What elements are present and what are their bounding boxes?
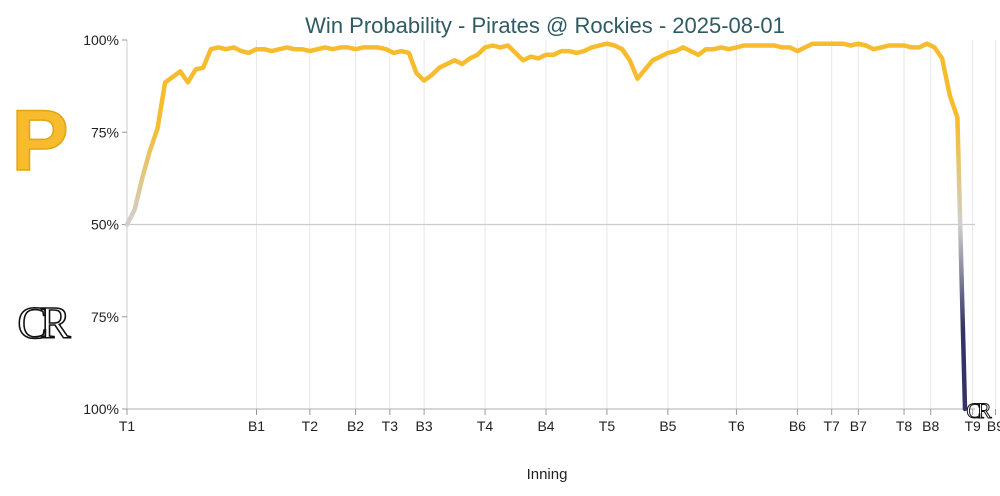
x-tick-label: T7 <box>824 418 841 434</box>
x-tick-label: T1 <box>119 418 136 434</box>
y-tick-label: 75% <box>91 124 119 140</box>
y-tick-label: 100% <box>83 401 119 417</box>
x-tick-label: T5 <box>599 418 616 434</box>
y-tick-label: 50% <box>91 217 119 233</box>
x-tick-label: T9 <box>964 418 981 434</box>
x-tick-label: B4 <box>537 418 554 434</box>
pirates-logo: P <box>11 92 70 190</box>
x-tick-label: B5 <box>659 418 676 434</box>
x-tick-label: B7 <box>850 418 867 434</box>
chart-title: Win Probability - Pirates @ Rockies - 20… <box>305 13 785 38</box>
x-tick-label: B8 <box>922 418 939 434</box>
x-tick-label: B2 <box>347 418 364 434</box>
x-tick-label: B3 <box>416 418 433 434</box>
rockies-logo: CR <box>17 296 80 349</box>
x-tick-label: T3 <box>382 418 399 434</box>
pirates-logo-letter: P <box>11 93 68 189</box>
x-tick-label: T4 <box>477 418 494 434</box>
x-tick-label: T8 <box>896 418 913 434</box>
x-tick-label: B9 <box>987 418 1000 434</box>
x-tick-label: B6 <box>789 418 806 434</box>
rockies-logo-letters: CR <box>17 297 71 348</box>
y-tick-label: 75% <box>91 309 119 325</box>
x-tick-label: B1 <box>248 418 265 434</box>
win-probability-line <box>124 41 968 412</box>
x-axis-ticks: T1 B1 T2 B2 T3 B3 T4 B4 T5 B5 T6 B6 T7 B7 T8 B8 T9 B9 <box>119 409 1000 434</box>
x-axis-label: Inning <box>527 466 568 483</box>
y-tick-label: 100% <box>83 32 119 48</box>
y-axis-ticks: 100% 75% 50% 75% 100% <box>83 32 127 417</box>
x-tick-label: T2 <box>302 418 319 434</box>
x-tick-label: T6 <box>728 418 745 434</box>
